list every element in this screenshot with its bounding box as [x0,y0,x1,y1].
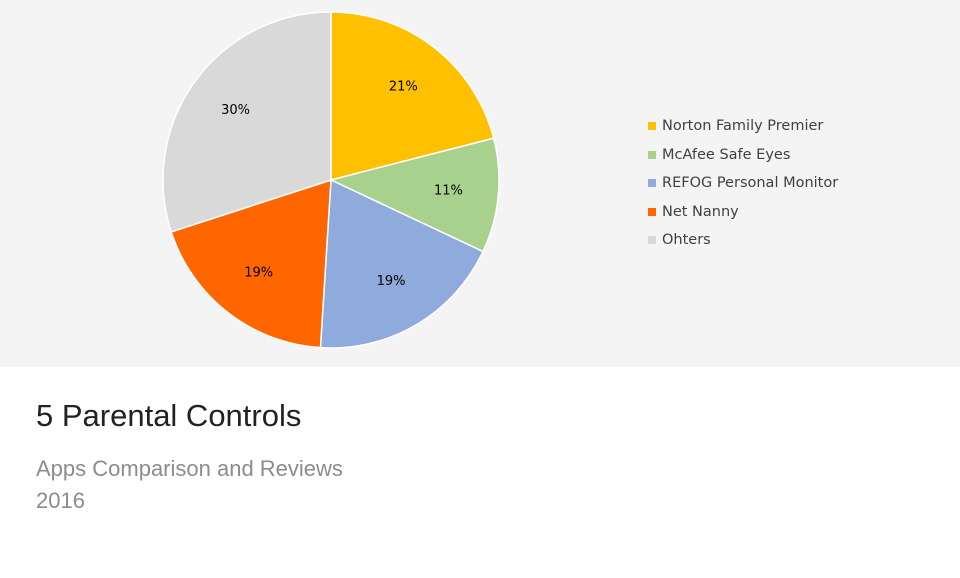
slice-data-label: 11% [434,184,463,199]
pie-slice-1 [328,137,500,253]
legend-swatch [648,236,656,245]
pie-slice-4 [162,11,332,233]
slice-data-label: 21% [389,79,418,94]
legend-item: Net Nanny [648,198,838,227]
legend-label: Norton Family Premier [662,118,824,135]
legend-label: Net Nanny [662,203,739,220]
legend-swatch [648,179,656,188]
pie-slice-2 [319,178,485,349]
legend-item: Norton Family Premier [648,112,838,141]
legend-swatch [648,150,656,159]
pie-slice-3 [170,178,332,349]
legend-swatch [648,207,656,216]
pie-chart-area: 21% 11% 19% 19% 30% Norton Family Premier Mc… [0,0,960,367]
legend-item: REFOG Personal Monitor [648,169,838,198]
legend-label: McAfee Safe Eyes [662,146,791,163]
legend-label: Ohters [662,232,711,249]
legend-swatch [648,122,656,131]
legend-label: REFOG Personal Monitor [662,175,839,192]
legend-item: McAfee Safe Eyes [648,141,838,170]
card-title: 5 Parental Controls [36,398,302,433]
chart-legend: Norton Family Premier McAfee Safe Eyes R… [648,112,838,255]
slice-data-label: 19% [377,274,406,289]
card-subtitle: Apps Comparison and Reviews [36,456,343,481]
pie-slice-0 [330,11,495,181]
slice-data-label: 19% [244,266,273,281]
slice-data-label: 30% [221,103,250,118]
card-year: 2016 [36,488,85,513]
pie-chart: 21% 11% 19% 19% 30% [162,11,500,349]
legend-item: Ohters [648,226,838,255]
